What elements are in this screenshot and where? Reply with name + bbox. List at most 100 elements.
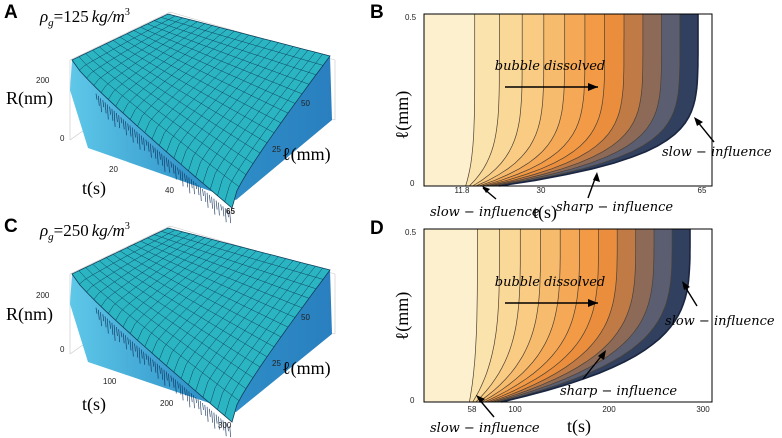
fringe-line-A-5: [106, 104, 109, 120]
fringe-line-C-25: [152, 359, 155, 367]
fringe-line-A-6: [109, 106, 111, 115]
mesh-line-l-A-6: [112, 40, 275, 134]
contour-line-B-8: [490, 14, 644, 187]
panel-letter-a: A: [4, 2, 18, 23]
arrowhead-slow-right-d: [682, 281, 690, 290]
arrowhead-sharp-d: [598, 350, 606, 360]
fringe-line-C-45: [197, 399, 200, 410]
fringe-line-C-19: [138, 347, 141, 364]
arrowhead-slow-left-b: [482, 186, 490, 193]
bounding-box-edge-C-0: [69, 225, 171, 275]
fringe-line-C-7: [111, 322, 114, 335]
mesh-line-l-C-4: [99, 260, 261, 368]
panel-d: D ℓ(mm) 0.5 0 58 100 200 300 t(s) bubble…: [370, 218, 775, 437]
fringe-line-C-16: [131, 341, 134, 357]
fringe-line-C-38: [181, 385, 184, 401]
annotation-sharp-influence-d: sharp − influence: [560, 384, 677, 399]
l-tick-a-1: 25: [272, 145, 281, 154]
fringe-line-C-34: [172, 377, 175, 388]
z-tick-c-0: 200: [36, 291, 50, 300]
contour-line-D-6: [487, 229, 599, 403]
mesh-line-l-A-4: [99, 46, 261, 154]
fringe-line-A-18: [136, 131, 139, 144]
fringe-line-A-49: [206, 192, 209, 208]
contour-line-B-5: [481, 14, 586, 187]
fringe-line-A-57: [224, 208, 227, 223]
contour-frame-D: [423, 228, 713, 403]
contour-line-B-1: [469, 14, 500, 187]
fringe-line-C-57: [224, 422, 227, 437]
fringe-line-A-21: [143, 137, 145, 151]
fringe-line-A-2: [100, 98, 102, 113]
contour-line-B-9: [493, 14, 662, 187]
fringe-line-C-20: [140, 349, 143, 359]
z-tick-a-2: 0: [60, 134, 65, 143]
fringe-line-A-28: [159, 151, 161, 160]
fringe-line-A-17: [134, 129, 136, 138]
annotation-slow-influence-right-d: slow − influence: [665, 314, 775, 329]
contour-line-D-11: [501, 229, 691, 403]
fringe-line-C-55: [220, 418, 223, 425]
fringe-line-A-33: [170, 161, 173, 168]
fringe-line-C-30: [163, 369, 166, 386]
fringe-line-C-29: [161, 367, 164, 380]
contour-line-B-2: [472, 14, 523, 187]
fringe-line-A-45: [197, 185, 200, 196]
fringe-line-A-34: [172, 163, 175, 174]
contour-line-B-0: [465, 14, 476, 187]
fringe-line-A-37: [179, 169, 182, 181]
l-tick-a-0: 50: [301, 99, 310, 108]
fringe-line-C-18: [136, 345, 139, 358]
fringe-line-A-43: [193, 181, 195, 195]
fringe-line-C-56: [222, 420, 225, 431]
fringe-line-A-53: [215, 200, 218, 210]
arrowhead-sharp-b: [593, 172, 600, 182]
fringe-line-C-6: [109, 320, 111, 329]
contour-line-B-4: [478, 14, 566, 187]
fringe-line-A-15: [129, 125, 132, 137]
mesh-line-l-C-6: [112, 254, 275, 348]
fringe-line-C-51: [211, 410, 213, 423]
fringe-line-A-12: [122, 119, 125, 130]
x-axis-label-b: t(s): [533, 202, 557, 223]
fringe-line-C-58: [227, 424, 229, 432]
fringe-line-C-48: [204, 404, 207, 416]
fringe-line-C-47: [202, 402, 204, 411]
panel-b: B ℓ(mm) 0.5 0 11.8 30 65 t(s) bubble dis…: [370, 2, 772, 223]
fringe-line-C-26: [154, 361, 157, 373]
surface-mesh-A: [78, 15, 324, 202]
fringe-line-A-58: [227, 210, 229, 218]
fringe-line-A-56: [222, 206, 225, 217]
l-tick-c-0: 50: [301, 313, 310, 322]
x-tick-d-3: 300: [696, 405, 710, 414]
x-axis-label-d: t(s): [567, 416, 591, 437]
contour-plot-d: [423, 228, 713, 403]
fringe-line-A-41: [188, 177, 191, 194]
fringe-line-A-44: [195, 183, 198, 190]
fringe-line-C-33: [170, 375, 173, 382]
contour-band-B-base: [424, 14, 475, 186]
fringe-line-A-20: [140, 135, 143, 145]
fringe-line-A-32: [168, 159, 170, 173]
z-axis-label-c: R(nm): [6, 304, 53, 325]
mesh-line-l-C-9: [133, 244, 296, 318]
mesh-line-l-A-9: [133, 30, 296, 104]
fringe-line-C-23: [147, 355, 150, 366]
arrowhead-dissolved-b: [588, 83, 598, 91]
fringe-line-A-11: [120, 117, 123, 124]
fringe-line-A-26: [154, 147, 157, 159]
l-axis-label-c: ℓ(mm): [282, 358, 331, 379]
fringe-line-A-59: [229, 212, 232, 224]
mesh-line-l-C-7: [119, 250, 282, 338]
fringe-line-C-31: [165, 371, 168, 381]
contour-line-D-5: [484, 229, 580, 403]
fringe-line-A-14: [127, 123, 130, 131]
t-tick-c-1: 200: [160, 399, 174, 408]
fringe-line-A-51: [211, 196, 213, 209]
mesh-line-l-C-1: [78, 270, 240, 401]
surface-plot-c: [69, 225, 336, 438]
